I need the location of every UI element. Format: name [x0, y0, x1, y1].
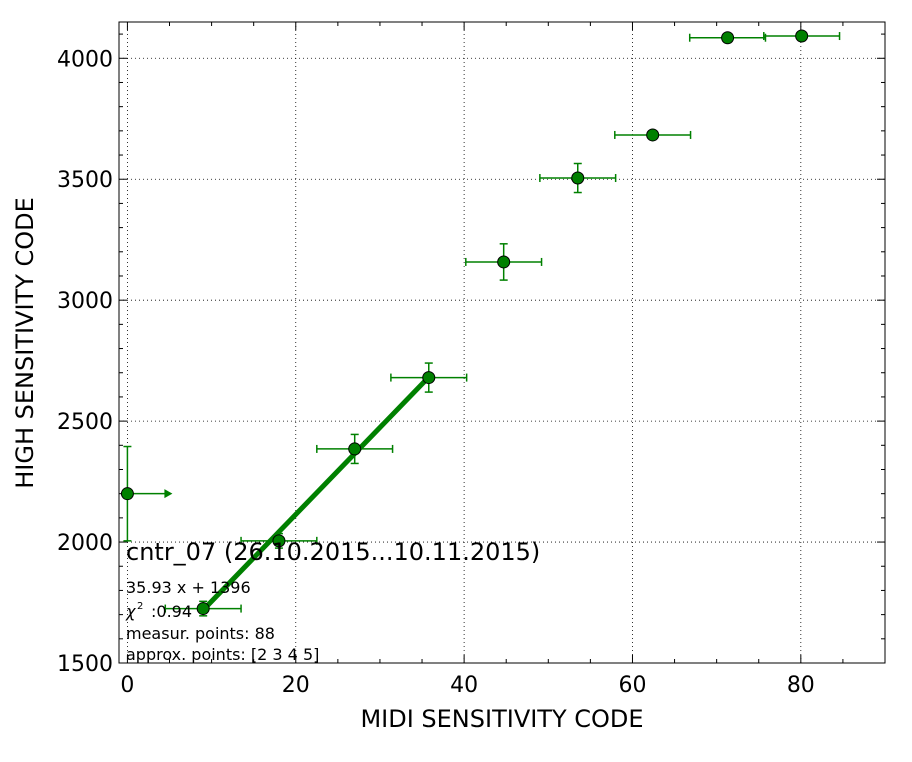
- grid-lines: [119, 22, 885, 664]
- data-point-marker: [795, 29, 809, 43]
- x-tick-label: 20: [282, 673, 310, 698]
- data-point-marker: [120, 487, 134, 501]
- x-tick-label: 0: [120, 673, 134, 698]
- x-axis-label: MIDI SENSITIVITY CODE: [360, 705, 643, 733]
- y-tick-label: 3500: [57, 168, 113, 193]
- x-tick-label: 80: [787, 673, 815, 698]
- data-point-marker: [422, 371, 436, 385]
- plot-frame: [118, 21, 886, 664]
- fit-line: [201, 375, 431, 612]
- annotation-fit: 35.93 x + 1396: [126, 578, 251, 597]
- x-tick-label: 40: [450, 673, 478, 698]
- data-markers: [120, 29, 809, 616]
- y-tick-label: 2500: [57, 410, 113, 435]
- y-tick-label: 4000: [57, 47, 113, 72]
- annotation-points: measur. points: 88: [126, 624, 275, 643]
- data-point-marker: [497, 255, 511, 269]
- limit-arrow-head: [164, 489, 173, 499]
- data-point-marker: [348, 442, 362, 456]
- tick-labels: 0 20 40 60 80 1500 2000 2500 3000 3500 4000: [57, 47, 815, 698]
- data-point-marker: [721, 31, 735, 45]
- axis-ticks: [119, 22, 886, 664]
- data-point-marker: [196, 602, 210, 616]
- y-axis-label: HIGH SENSITIVITY CODE: [11, 197, 39, 489]
- y-tick-label: 1500: [57, 652, 113, 677]
- annotation-chi-symbol: χ: [125, 602, 136, 621]
- data-point-marker: [272, 534, 286, 548]
- fit-line-group: [201, 375, 431, 612]
- data-point-marker: [646, 128, 660, 142]
- x-tick-label: 60: [618, 673, 646, 698]
- annotation-chi-value: :0.94: [151, 602, 192, 621]
- annotation-approx: approx. points: [2 3 4 5]: [126, 645, 319, 664]
- y-tick-label: 3000: [57, 289, 113, 314]
- data-point-marker: [571, 171, 585, 185]
- y-tick-label: 2000: [57, 531, 113, 556]
- annotation-main: cntr_07 (26.10.2015...10.11.2015): [126, 538, 540, 566]
- annotation-chi-superscript: 2: [137, 601, 143, 612]
